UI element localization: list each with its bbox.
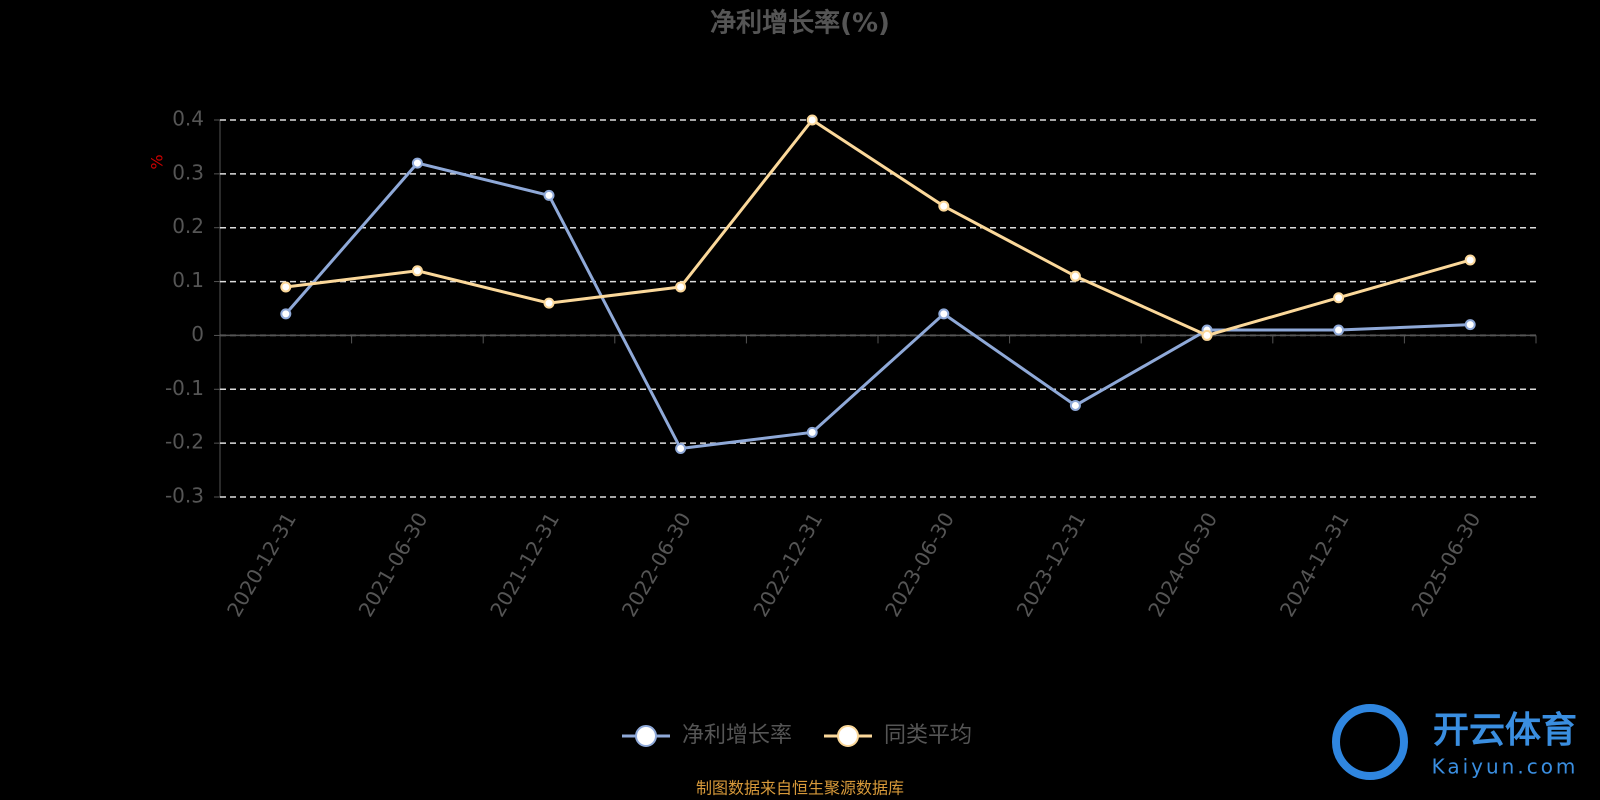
y-tick-label: -0.3 [165, 484, 204, 508]
data-point [1201, 329, 1213, 341]
y-tick-label: -0.2 [165, 430, 204, 454]
legend-label: 净利增长率 [682, 723, 792, 748]
data-point [280, 281, 292, 293]
data-point [543, 189, 555, 201]
x-tick-label: 2022-12-31 [748, 508, 827, 621]
x-tick-label: 2023-12-31 [1012, 508, 1091, 621]
x-tick-label: 2021-12-31 [485, 508, 564, 621]
data-point [1333, 324, 1345, 336]
data-point [675, 443, 687, 455]
y-tick-label: 0 [191, 322, 204, 346]
y-tick-label: -0.1 [165, 376, 204, 400]
data-point [543, 297, 555, 309]
data-point [675, 281, 687, 293]
y-tick-label: 0.2 [172, 214, 204, 238]
y-tick-label: 0.1 [172, 268, 204, 292]
data-point [1069, 399, 1081, 411]
legend-label: 同类平均 [884, 723, 972, 748]
x-tick-label: 2022-06-30 [617, 508, 696, 621]
watermark-name: 开云体育 [1433, 710, 1577, 751]
x-tick-label: 2025-06-30 [1406, 508, 1485, 621]
source-note: 制图数据来自恒生聚源数据库 [696, 779, 904, 798]
data-point [806, 114, 818, 126]
data-point [280, 308, 292, 320]
legend-marker [837, 725, 859, 747]
series-line [284, 161, 1471, 451]
watermark-logo [1332, 704, 1408, 780]
y-tick-label: 0.4 [172, 107, 204, 131]
series-line [285, 117, 1471, 338]
x-tick-label: 2021-06-30 [354, 508, 433, 621]
chart-title: 净利增长率(%) [710, 8, 890, 39]
data-point [1464, 254, 1476, 266]
x-tick-label: 2024-12-31 [1275, 508, 1354, 621]
watermark-url: Kaiyun.com [1432, 755, 1579, 779]
data-point [806, 426, 818, 438]
y-tick-label: 0.3 [172, 160, 204, 184]
data-point [1333, 292, 1345, 304]
legend-marker [635, 725, 657, 747]
data-point [938, 308, 950, 320]
data-point [411, 157, 423, 169]
data-point [411, 265, 423, 277]
x-tick-label: 2023-06-30 [880, 508, 959, 621]
x-tick-label: 2024-06-30 [1143, 508, 1222, 621]
data-point [938, 200, 950, 212]
x-tick-label: 2020-12-31 [222, 508, 301, 621]
y-axis-label: % [148, 154, 167, 169]
data-point [1069, 270, 1081, 282]
data-point [1464, 319, 1476, 331]
